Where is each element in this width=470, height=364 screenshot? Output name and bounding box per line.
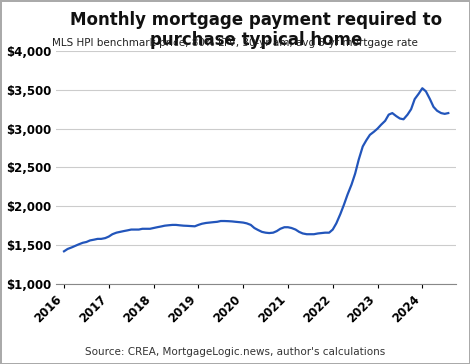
Title: Monthly mortgage payment required to
purchase typical home: Monthly mortgage payment required to pur… [70,11,442,50]
Text: MLS HPI benchmark price, 80% LTV, 30-yr am, avg 5-yr mortgage rate: MLS HPI benchmark price, 80% LTV, 30-yr … [52,38,418,48]
Text: Source: CREA, MortgageLogic.news, author's calculations: Source: CREA, MortgageLogic.news, author… [85,347,385,357]
